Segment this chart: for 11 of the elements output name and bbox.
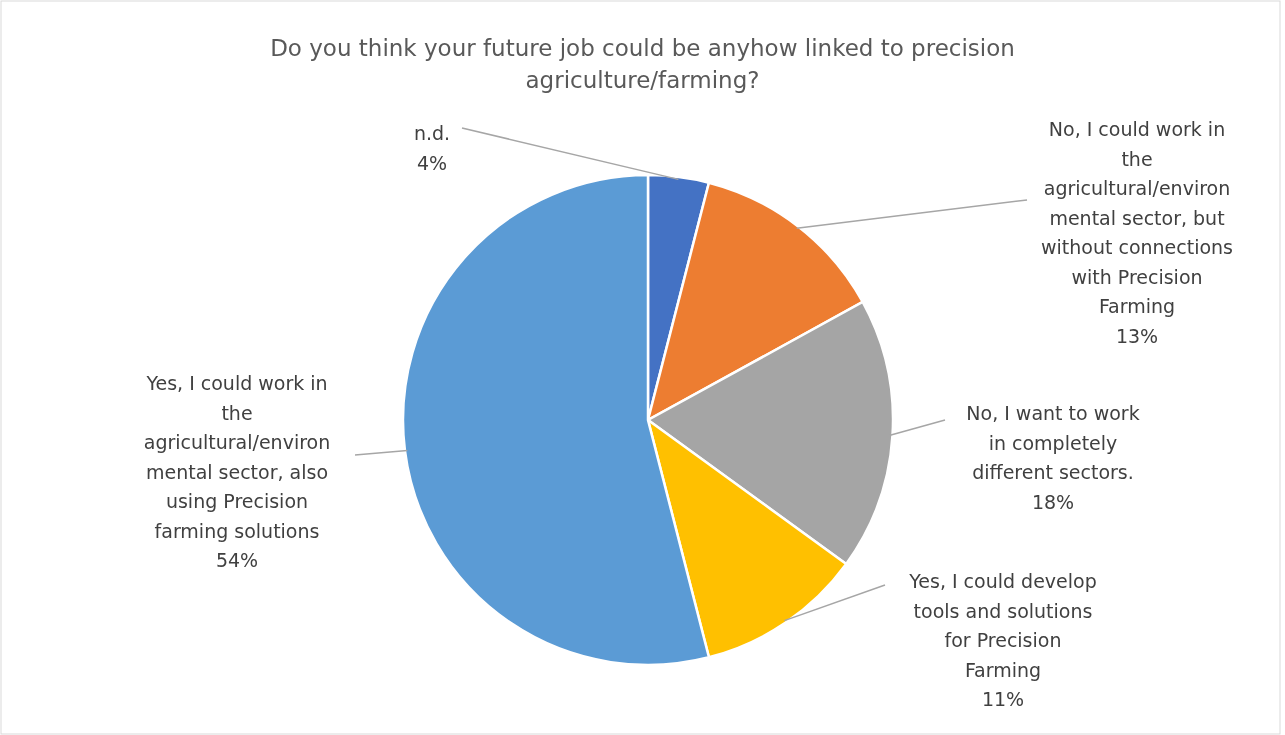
slice-label: No, I could work in the agricultural/environmental sector, but without connections with Precision Farming [1040, 118, 1234, 317]
slice-label: Yes, I could develop tools and solutions for Precision Farming [908, 570, 1097, 681]
slice-label: n.d. [413, 122, 451, 144]
chart-title: Do you think your future job could be anyhow linked to precision agriculture/farming? [270, 35, 1015, 93]
data-label: 54% [215, 549, 259, 571]
data-label: 4% [416, 151, 448, 174]
slice-label: Yes, I could work in the agricultural/environmental sector, also using Precision farming solutions [143, 372, 331, 542]
slice-label: No, I want to work in completely different sectors. [966, 402, 1140, 483]
data-label: 11% [981, 688, 1025, 710]
data-label: 18% [1031, 490, 1075, 513]
data-label: 13% [1115, 324, 1159, 347]
